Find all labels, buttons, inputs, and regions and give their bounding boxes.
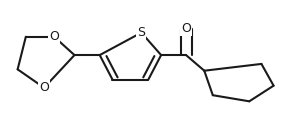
Text: O: O — [49, 30, 59, 43]
Text: O: O — [181, 22, 191, 35]
Text: S: S — [137, 26, 145, 39]
Text: O: O — [39, 81, 49, 94]
